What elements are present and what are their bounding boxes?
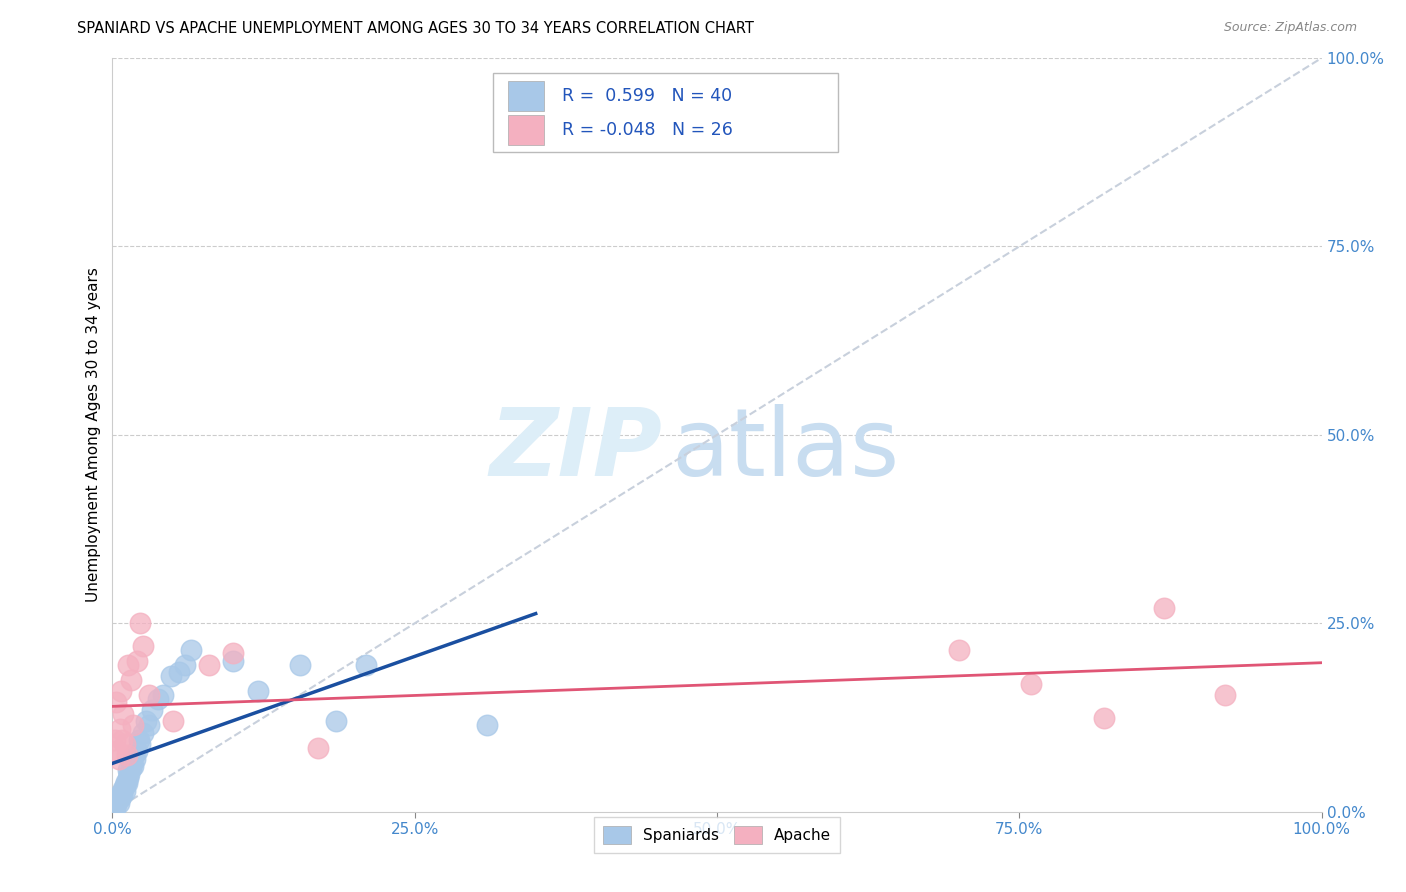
Text: R = -0.048   N = 26: R = -0.048 N = 26 xyxy=(562,120,733,138)
Point xyxy=(110,684,132,698)
Point xyxy=(108,722,131,736)
Point xyxy=(115,776,138,790)
Point xyxy=(107,789,129,804)
Bar xyxy=(508,80,544,111)
Point xyxy=(125,744,148,758)
Point xyxy=(288,657,311,672)
Point xyxy=(104,801,127,815)
Point xyxy=(222,647,245,661)
Legend: Spaniards, Apache: Spaniards, Apache xyxy=(593,817,841,853)
Point xyxy=(117,771,139,785)
Point xyxy=(132,725,155,739)
Point xyxy=(948,642,970,657)
Point xyxy=(162,714,184,729)
Point xyxy=(105,797,128,812)
Point xyxy=(107,752,129,766)
Point xyxy=(167,665,190,680)
Bar xyxy=(508,114,544,145)
Point xyxy=(112,782,135,797)
Point xyxy=(180,642,202,657)
Point xyxy=(477,718,499,732)
Point xyxy=(120,761,142,775)
Point xyxy=(1213,688,1236,702)
Point xyxy=(141,703,163,717)
Point xyxy=(111,788,134,802)
Point xyxy=(110,786,132,800)
Point xyxy=(307,740,329,755)
Point xyxy=(104,733,127,747)
Point xyxy=(129,737,152,751)
Point xyxy=(152,688,174,702)
Point xyxy=(246,684,269,698)
Point xyxy=(112,706,135,721)
Point xyxy=(138,718,160,732)
Point xyxy=(117,657,139,672)
Point xyxy=(198,657,221,672)
Point xyxy=(356,657,378,672)
Point xyxy=(117,764,139,778)
Point xyxy=(128,733,150,747)
Point xyxy=(148,691,170,706)
Point xyxy=(132,639,155,653)
FancyBboxPatch shape xyxy=(494,73,838,153)
Text: atlas: atlas xyxy=(671,404,900,496)
Text: Source: ZipAtlas.com: Source: ZipAtlas.com xyxy=(1223,21,1357,34)
Y-axis label: Unemployment Among Ages 30 to 34 years: Unemployment Among Ages 30 to 34 years xyxy=(86,268,101,602)
Point xyxy=(118,767,141,781)
Point xyxy=(125,654,148,668)
Point xyxy=(325,714,347,729)
Point xyxy=(122,748,145,763)
Point xyxy=(114,778,136,792)
Point xyxy=(105,695,128,709)
Point xyxy=(114,737,136,751)
Point xyxy=(174,657,197,672)
Point xyxy=(1092,710,1115,724)
Point xyxy=(108,791,131,805)
Point xyxy=(107,796,129,810)
Point xyxy=(115,748,138,763)
Point xyxy=(122,718,145,732)
Point xyxy=(121,756,143,770)
Point xyxy=(114,783,136,797)
Point xyxy=(111,733,134,747)
Point xyxy=(1153,601,1175,615)
Point xyxy=(222,654,245,668)
Point xyxy=(105,744,128,758)
Point xyxy=(122,759,145,773)
Point xyxy=(138,688,160,702)
Text: ZIP: ZIP xyxy=(489,404,662,496)
Point xyxy=(1021,676,1043,690)
Point xyxy=(114,774,136,789)
Point xyxy=(135,714,157,729)
Point xyxy=(159,669,181,683)
Text: R =  0.599   N = 40: R = 0.599 N = 40 xyxy=(562,87,733,104)
Point xyxy=(129,616,152,631)
Point xyxy=(105,793,128,807)
Point xyxy=(120,673,142,687)
Point xyxy=(124,752,146,766)
Text: SPANIARD VS APACHE UNEMPLOYMENT AMONG AGES 30 TO 34 YEARS CORRELATION CHART: SPANIARD VS APACHE UNEMPLOYMENT AMONG AG… xyxy=(77,21,754,36)
